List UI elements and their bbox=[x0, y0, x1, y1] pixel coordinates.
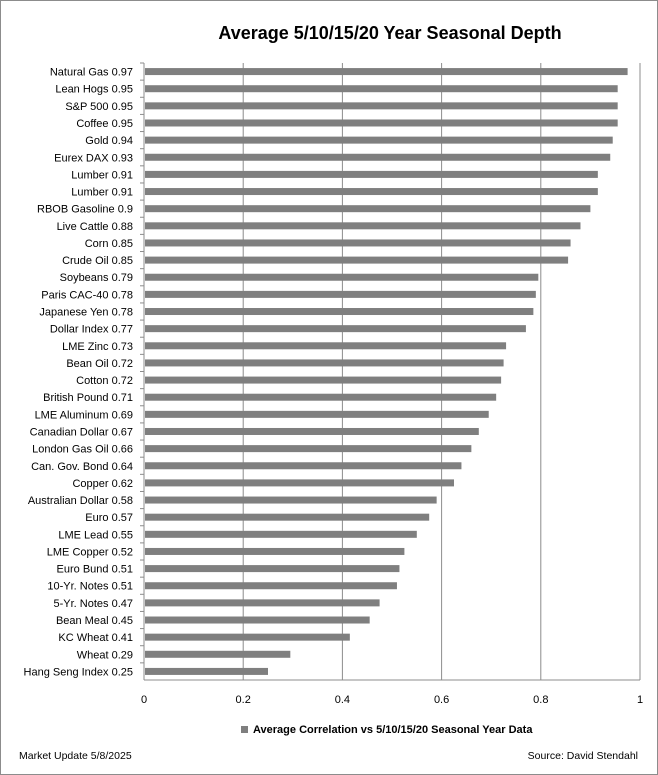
bar bbox=[145, 427, 479, 435]
x-tick-label: 0.8 bbox=[533, 694, 548, 706]
x-tick-label: 0.2 bbox=[236, 694, 251, 706]
bar bbox=[145, 222, 581, 230]
category-label: Coffee 0.95 bbox=[76, 118, 133, 130]
category-label: Corn 0.85 bbox=[85, 238, 133, 250]
bar bbox=[145, 530, 417, 538]
bar bbox=[145, 513, 430, 521]
category-label: LME Lead 0.55 bbox=[58, 529, 133, 541]
category-label: Lumber 0.91 bbox=[71, 169, 133, 181]
footer-market-update: Market Update 5/8/2025 bbox=[19, 750, 132, 762]
x-tick-label: 0.6 bbox=[434, 694, 449, 706]
category-label: Crude Oil 0.85 bbox=[62, 255, 133, 267]
bar bbox=[145, 667, 268, 675]
bar bbox=[145, 582, 397, 590]
bar bbox=[145, 68, 628, 76]
footer-source: Source: David Stendahl bbox=[528, 750, 638, 762]
bar bbox=[145, 599, 380, 607]
category-label: Bean Meal 0.45 bbox=[56, 615, 133, 627]
bar bbox=[145, 85, 618, 93]
bar bbox=[145, 102, 618, 110]
bar bbox=[145, 445, 472, 453]
category-label: Soybeans 0.79 bbox=[60, 272, 133, 284]
category-label: Hang Seng Index 0.25 bbox=[24, 666, 133, 678]
category-label: LME Aluminum 0.69 bbox=[35, 409, 133, 421]
legend-label: Average Correlation vs 5/10/15/20 Season… bbox=[253, 724, 533, 736]
bar bbox=[145, 650, 291, 658]
bar bbox=[145, 256, 569, 264]
bar bbox=[145, 479, 454, 487]
category-label: Euro 0.57 bbox=[85, 512, 133, 524]
legend: Average Correlation vs 5/10/15/20 Season… bbox=[241, 724, 533, 736]
bar bbox=[145, 633, 350, 641]
bar bbox=[145, 290, 536, 298]
category-label: S&P 500 0.95 bbox=[65, 101, 133, 113]
chart-title: Average 5/10/15/20 Year Seasonal Depth bbox=[218, 23, 561, 43]
category-label: Cotton 0.72 bbox=[76, 375, 133, 387]
category-label: Bean Oil 0.72 bbox=[66, 358, 133, 370]
x-tick-label: 0 bbox=[141, 694, 147, 706]
category-label: RBOB Gasoline 0.9 bbox=[37, 204, 133, 216]
bar bbox=[145, 496, 437, 504]
bar bbox=[145, 239, 571, 247]
bar bbox=[145, 170, 598, 178]
category-label: Gold 0.94 bbox=[85, 135, 133, 147]
bar bbox=[145, 616, 370, 624]
bar bbox=[145, 410, 489, 418]
bar bbox=[145, 188, 598, 196]
category-label: Eurex DAX 0.93 bbox=[54, 152, 133, 164]
bar bbox=[145, 325, 526, 333]
x-tick-label: 0.4 bbox=[335, 694, 350, 706]
category-label: British Pound 0.71 bbox=[43, 392, 133, 404]
bar bbox=[145, 393, 497, 401]
category-label: Australian Dollar 0.58 bbox=[28, 495, 133, 507]
category-label: 10-Yr. Notes 0.51 bbox=[47, 581, 133, 593]
category-label: Canadian Dollar 0.67 bbox=[30, 426, 133, 438]
category-label: Live Cattle 0.88 bbox=[57, 221, 133, 233]
category-label: LME Copper 0.52 bbox=[47, 546, 133, 558]
bar bbox=[145, 359, 504, 367]
category-label: Dollar Index 0.77 bbox=[50, 324, 133, 336]
bar bbox=[145, 205, 591, 213]
bar bbox=[145, 119, 618, 127]
bar bbox=[145, 136, 613, 144]
category-label: Paris CAC-40 0.78 bbox=[41, 289, 133, 301]
category-label: Can. Gov. Bond 0.64 bbox=[31, 461, 133, 473]
category-label: Euro Bund 0.51 bbox=[57, 564, 133, 576]
category-label: Natural Gas 0.97 bbox=[50, 67, 133, 79]
bar bbox=[145, 462, 462, 470]
category-label: Lumber 0.91 bbox=[71, 187, 133, 199]
bar bbox=[145, 376, 502, 384]
bar bbox=[145, 308, 534, 316]
category-label: LME Zinc 0.73 bbox=[62, 341, 133, 353]
plot-area: 0 0.2 0.4 0.6 0.8 1 Natural Gas 0.97 Lean Hogs … bbox=[24, 62, 643, 706]
category-label: Copper 0.62 bbox=[72, 478, 133, 490]
legend-swatch bbox=[241, 726, 248, 733]
x-tick-label: 1 bbox=[637, 694, 643, 706]
category-label: Lean Hogs 0.95 bbox=[55, 84, 133, 96]
category-label: Wheat 0.29 bbox=[77, 649, 133, 661]
bar bbox=[145, 565, 400, 573]
category-label: KC Wheat 0.41 bbox=[58, 632, 133, 644]
category-label: 5-Yr. Notes 0.47 bbox=[54, 598, 134, 610]
bar bbox=[145, 273, 539, 281]
bar bbox=[145, 153, 611, 161]
bar bbox=[145, 547, 405, 555]
category-label: Japanese Yen 0.78 bbox=[39, 307, 133, 319]
category-label: London Gas Oil 0.66 bbox=[32, 444, 133, 456]
bar bbox=[145, 342, 507, 350]
